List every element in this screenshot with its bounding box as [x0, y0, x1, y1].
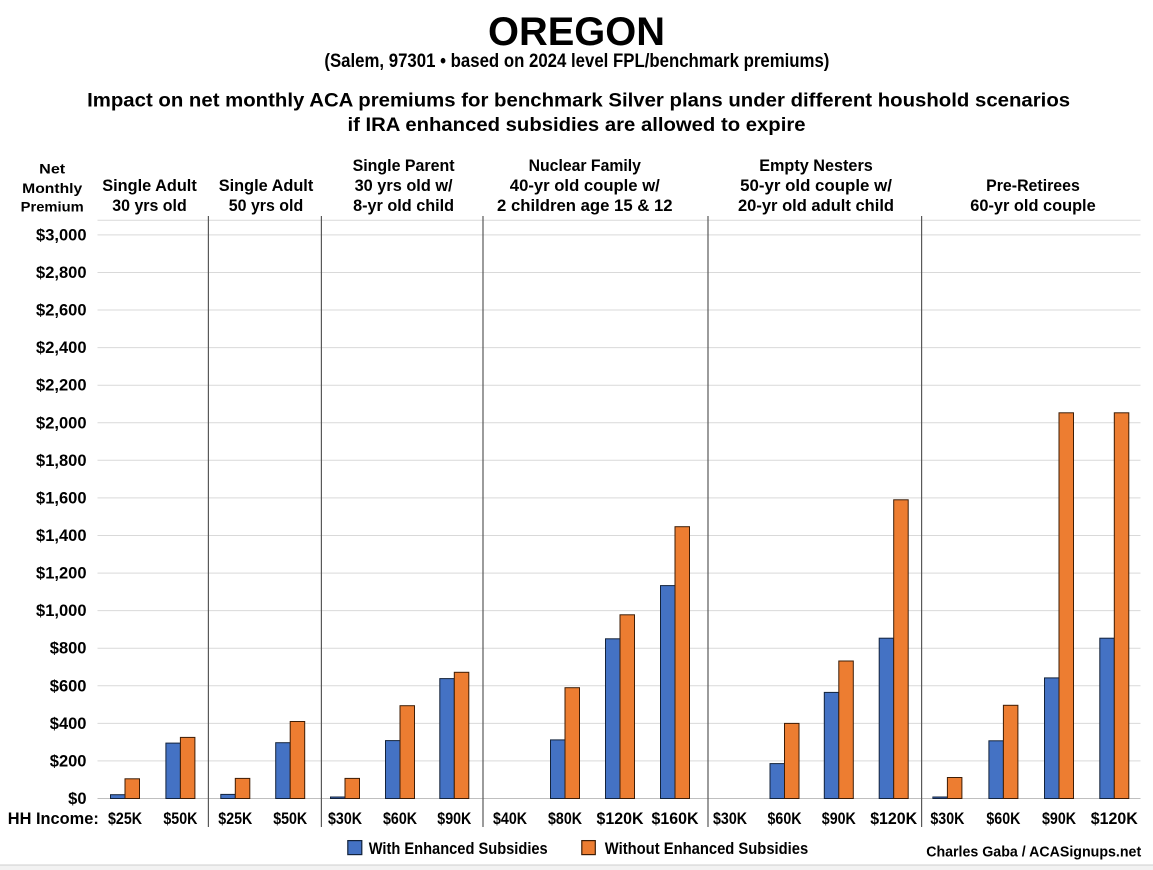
svg-text:Charles Gaba / ACASignups.net: Charles Gaba / ACASignups.net: [926, 844, 1141, 860]
svg-text:Net: Net: [39, 161, 65, 177]
svg-text:Single Parent: Single Parent: [353, 157, 455, 175]
svg-text:30 yrs old w/: 30 yrs old w/: [355, 177, 453, 195]
svg-text:$2,400: $2,400: [36, 339, 86, 357]
svg-text:$60K: $60K: [768, 809, 803, 828]
svg-text:OREGON: OREGON: [488, 10, 665, 54]
svg-text:$25K: $25K: [218, 809, 253, 828]
svg-text:(Salem, 97301 • based on 2024: (Salem, 97301 • based on 2024 level FPL/…: [324, 50, 829, 72]
svg-text:$1,200: $1,200: [36, 565, 86, 583]
svg-text:$2,200: $2,200: [36, 377, 86, 395]
svg-text:$800: $800: [50, 640, 87, 658]
svg-text:$3,000: $3,000: [36, 226, 86, 244]
svg-text:$25K: $25K: [108, 809, 143, 828]
svg-text:$40K: $40K: [493, 809, 528, 828]
svg-text:2 children age 15 & 12: 2 children age 15 & 12: [497, 197, 673, 215]
svg-text:Premium: Premium: [21, 198, 84, 214]
svg-text:$1,000: $1,000: [36, 602, 86, 620]
svg-text:$400: $400: [50, 715, 87, 733]
svg-text:$2,800: $2,800: [36, 264, 86, 282]
svg-text:$90K: $90K: [1042, 809, 1077, 828]
svg-text:$2,000: $2,000: [36, 414, 86, 432]
svg-text:$120K: $120K: [870, 809, 918, 828]
svg-text:$1,800: $1,800: [36, 452, 86, 470]
svg-text:$0: $0: [68, 790, 86, 808]
svg-text:$60K: $60K: [383, 809, 418, 828]
svg-text:$1,600: $1,600: [36, 489, 86, 507]
svg-text:Single Adult: Single Adult: [219, 177, 314, 195]
svg-text:8-yr old child: 8-yr old child: [353, 197, 454, 215]
svg-text:$200: $200: [50, 752, 87, 770]
svg-text:Monthly: Monthly: [22, 180, 82, 196]
svg-text:50-yr old couple w/: 50-yr old couple w/: [740, 177, 892, 195]
svg-text:if IRA enhanced subsidies are: if IRA enhanced subsidies are allowed to…: [348, 115, 806, 136]
svg-text:$2,600: $2,600: [36, 302, 86, 320]
svg-text:$600: $600: [50, 677, 87, 695]
svg-text:30 yrs old: 30 yrs old: [112, 197, 186, 215]
svg-text:50 yrs old: 50 yrs old: [229, 197, 303, 215]
svg-text:Single Adult: Single Adult: [102, 177, 197, 195]
svg-text:$50K: $50K: [163, 809, 198, 828]
svg-text:With Enhanced Subsidies: With Enhanced Subsidies: [369, 840, 548, 858]
svg-text:$60K: $60K: [986, 809, 1021, 828]
svg-text:$90K: $90K: [822, 809, 857, 828]
svg-text:Without Enhanced Subsidies: Without Enhanced Subsidies: [605, 840, 808, 858]
svg-text:60-yr old couple: 60-yr old couple: [970, 197, 1095, 215]
svg-text:$30K: $30K: [328, 809, 363, 828]
svg-text:HH Income:: HH Income:: [8, 809, 99, 828]
svg-text:$120K: $120K: [597, 809, 645, 828]
svg-text:$50K: $50K: [273, 809, 308, 828]
svg-text:Impact on net monthly ACA prem: Impact on net monthly ACA premiums for b…: [87, 91, 1070, 112]
svg-text:$80K: $80K: [548, 809, 583, 828]
svg-text:$1,400: $1,400: [36, 527, 86, 545]
svg-text:$160K: $160K: [652, 809, 700, 828]
svg-text:$30K: $30K: [930, 809, 965, 828]
svg-text:$30K: $30K: [713, 809, 748, 828]
svg-text:$90K: $90K: [437, 809, 472, 828]
svg-text:$120K: $120K: [1091, 809, 1139, 828]
svg-text:Pre-Retirees: Pre-Retirees: [986, 177, 1080, 195]
svg-text:Empty Nesters: Empty Nesters: [759, 157, 873, 175]
svg-text:Nuclear Family: Nuclear Family: [529, 157, 642, 175]
svg-text:20-yr old adult child: 20-yr old adult child: [738, 197, 894, 215]
svg-text:40-yr old couple w/: 40-yr old couple w/: [510, 177, 660, 195]
